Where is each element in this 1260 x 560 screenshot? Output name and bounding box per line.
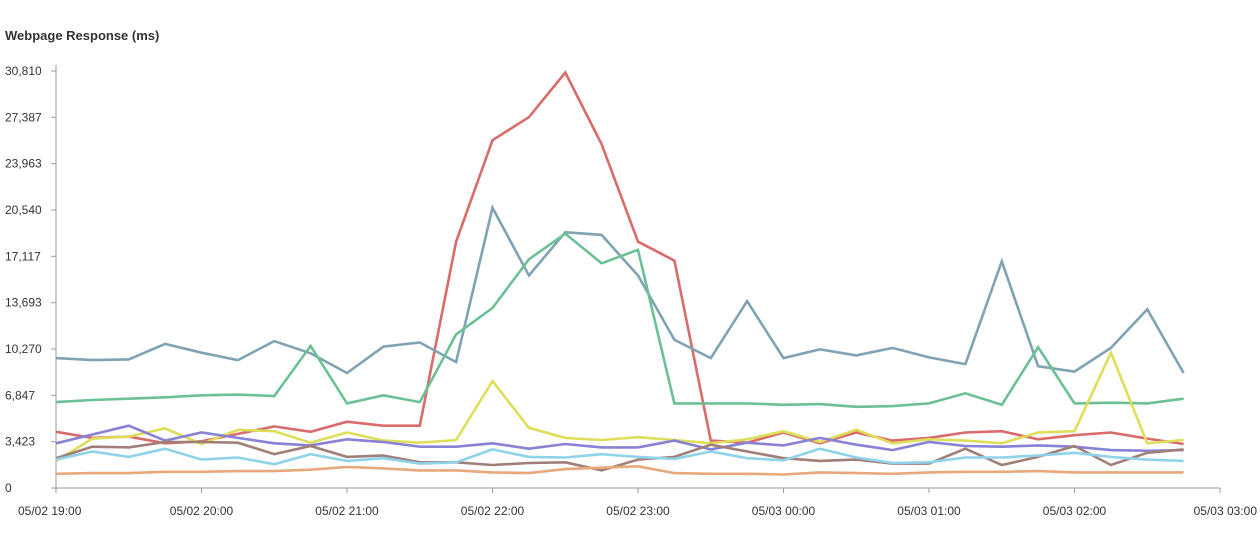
series-line-1	[55, 70, 1184, 446]
x-tick-label: 05/02 22:00	[461, 504, 525, 518]
series-line-7	[55, 447, 1184, 466]
x-tick-label: 05/03 00:00	[752, 504, 816, 518]
x-tick-label: 05/03 02:00	[1043, 504, 1107, 518]
y-tick-label: 23,963	[5, 157, 42, 171]
y-tick-label: 3,423	[5, 435, 35, 449]
series-line-8	[55, 464, 1184, 476]
y-tick-label: 30,810	[5, 64, 42, 78]
y-tick-label: 0	[5, 481, 12, 495]
y-tick-label: 6,847	[5, 388, 35, 402]
x-tick-label: 05/02 21:00	[315, 504, 379, 518]
y-tick-label: 13,693	[5, 296, 42, 310]
series-line-4	[55, 349, 1184, 463]
x-tick-label: 05/03 03:00	[1194, 504, 1258, 518]
y-tick-label: 17,117	[5, 249, 41, 263]
x-tick-label: 05/02 23:00	[606, 504, 670, 518]
x-tick-label: 05/02 20:00	[170, 504, 234, 518]
series-line-3	[55, 231, 1184, 409]
series-line-2	[55, 204, 1185, 375]
y-tick-label: 20,540	[5, 203, 42, 217]
x-tick-label: 05/02 19:00	[18, 504, 82, 518]
y-tick-label: 27,387	[5, 110, 42, 124]
chart-title: Webpage Response (ms)	[5, 28, 160, 43]
series-line-5	[55, 424, 1184, 453]
series-line-6	[55, 440, 1184, 472]
x-tick-label: 05/03 01:00	[897, 504, 961, 518]
y-tick-label: 10,270	[5, 342, 42, 356]
